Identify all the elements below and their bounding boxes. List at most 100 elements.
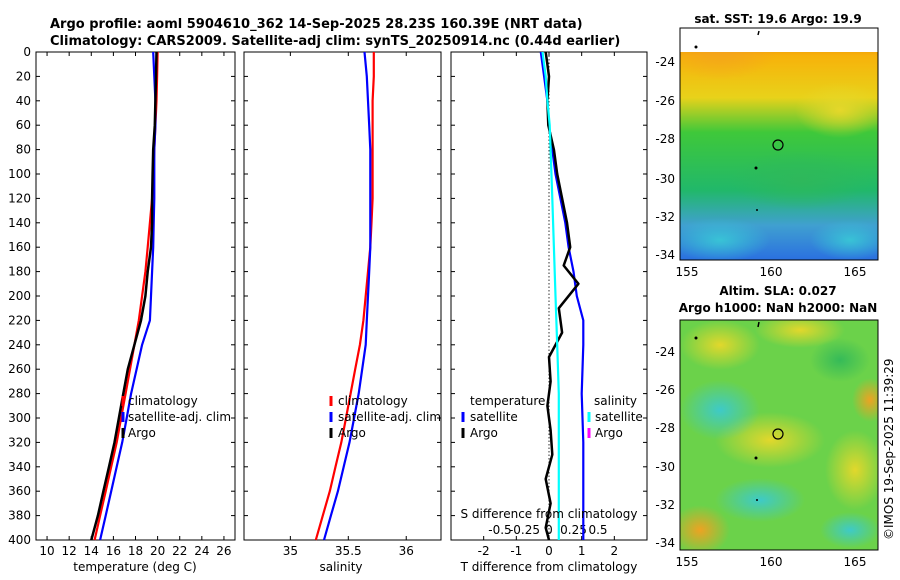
sla-low-patch xyxy=(820,512,878,548)
depth-tick-label: 200 xyxy=(8,289,31,303)
legend-label-s-satellite: satellite xyxy=(595,410,643,424)
difference-axis-label: T difference from climatology xyxy=(460,560,638,574)
series-line-s-satellite xyxy=(541,51,560,540)
x-tick-label: 36 xyxy=(399,544,414,558)
island-dot xyxy=(754,456,758,460)
sla-xtick: 155 xyxy=(676,555,699,569)
difference-plot: -2 -1 0 1 2 -0.5-0.25 0 0.25 0.5 xyxy=(478,51,619,558)
island-dot xyxy=(694,45,698,49)
sst-ytick: -34 xyxy=(655,248,675,262)
x-tick-label: 24 xyxy=(194,544,209,558)
sla-map-axes: -24 -26 -28 -30 -32 -34 155 160 165 xyxy=(655,345,866,569)
sst-ytick: -32 xyxy=(655,210,675,224)
salinity-plot-frame xyxy=(243,51,442,541)
legend-label-satellite: satellite-adj. clim xyxy=(338,410,441,424)
title-line-1: Argo profile: aoml 5904610_362 14-Sep-20… xyxy=(50,17,583,32)
sst-ytick: -28 xyxy=(655,132,675,146)
depth-tick-label: 40 xyxy=(16,94,31,108)
sst-xtick: 155 xyxy=(676,265,699,279)
legend-label-t-satellite: satellite xyxy=(470,410,518,424)
depth-tick-label: 400 xyxy=(8,533,31,547)
depth-tick-label: 120 xyxy=(8,191,31,205)
sla-map-frame xyxy=(679,319,879,551)
x-tick-label: 1 xyxy=(578,544,586,558)
sla-map xyxy=(680,320,878,550)
sst-map xyxy=(680,52,878,260)
legend-label-t-argo: Argo xyxy=(470,426,498,440)
depth-tick-label: 140 xyxy=(8,216,31,230)
sst-warm-patch xyxy=(680,52,779,80)
x-tick-label: 18 xyxy=(128,544,143,558)
island-dot xyxy=(756,209,758,211)
sst-map-title: sat. SST: 19.6 Argo: 19.9 xyxy=(694,12,861,26)
sla-ytick: -26 xyxy=(655,383,675,397)
depth-tick-label: 260 xyxy=(8,362,31,376)
sst-ytick: -24 xyxy=(655,55,675,69)
sla-high-patch xyxy=(755,320,845,348)
depth-tick-label: 320 xyxy=(8,435,31,449)
temperature-axis-label: temperature (deg C) xyxy=(73,560,196,574)
sla-peak-patch xyxy=(852,378,878,422)
island-line xyxy=(757,30,760,36)
series-line-argo xyxy=(90,51,158,541)
x-tick-label: 26 xyxy=(216,544,231,558)
sla-ytick: -32 xyxy=(655,498,675,512)
top-x-tick-label: 0 xyxy=(545,523,553,537)
argo-float-marker xyxy=(772,428,784,440)
island-dot xyxy=(754,166,758,170)
sla-high-patch xyxy=(680,320,760,370)
salinity-plot: 35 35.5 36 xyxy=(283,51,414,558)
legend-label-climatology: climatology xyxy=(128,394,198,408)
series-line-satellite-adj-clim xyxy=(322,51,372,541)
legend-title-salinity: salinity xyxy=(594,394,637,408)
sla-low-patch xyxy=(810,338,870,382)
top-x-tick-label: 0.5 xyxy=(588,523,607,537)
island-line xyxy=(757,321,760,328)
depth-tick-label: 20 xyxy=(16,69,31,83)
x-tick-label: 22 xyxy=(172,544,187,558)
series-line-climatology xyxy=(93,51,159,541)
x-tick-label: 20 xyxy=(150,544,165,558)
sla-xtick: 160 xyxy=(760,555,783,569)
depth-tick-label: 80 xyxy=(16,143,31,157)
depth-tick-label: 280 xyxy=(8,387,31,401)
legend-label-climatology: climatology xyxy=(338,394,408,408)
depth-tick-label: 300 xyxy=(8,411,31,425)
x-tick-label: 16 xyxy=(106,544,121,558)
sst-map-frame xyxy=(679,27,879,261)
x-tick-label: 14 xyxy=(84,544,99,558)
temperature-plot: 10 12 14 16 18 20 22 24 26 xyxy=(39,51,232,558)
x-tick-label: 12 xyxy=(62,544,77,558)
sst-cold-patch xyxy=(680,218,770,260)
depth-axis: 0 20 40 60 80 100 120 140 160 180 200 220 240 260 280 3… xyxy=(8,45,647,547)
difference-legend: temperature satellite Argo salinity sate… xyxy=(461,394,643,440)
sla-peak-patch xyxy=(680,505,730,550)
sst-warm-patch xyxy=(795,82,878,138)
depth-tick-label: 0 xyxy=(23,45,31,59)
depth-tick-label: 180 xyxy=(8,265,31,279)
x-tick-label: -2 xyxy=(478,544,490,558)
salinity-axis-label: salinity xyxy=(319,560,362,574)
sst-ytick: -30 xyxy=(655,172,675,186)
sla-ytick: -28 xyxy=(655,421,675,435)
sst-ytick: -26 xyxy=(655,94,675,108)
sla-map-title-line-1: Altim. SLA: 0.027 xyxy=(719,284,836,298)
argo-float-marker xyxy=(772,139,784,151)
legend-title-temperature: temperature xyxy=(470,394,545,408)
salinity-legend: climatology satellite-adj. clim Argo xyxy=(329,394,441,440)
x-tick-label: 2 xyxy=(611,544,619,558)
x-tick-label: 0 xyxy=(545,544,553,558)
sla-low-patch xyxy=(715,478,805,522)
title-line-2: Climatology: CARS2009. Satellite-adj cli… xyxy=(50,34,620,49)
depth-tick-label: 340 xyxy=(8,460,31,474)
top-x-tick-label: -0.25 xyxy=(509,523,540,537)
depth-tick-label: 360 xyxy=(8,484,31,498)
legend-label-s-argo: Argo xyxy=(595,426,623,440)
depth-tick-label: 380 xyxy=(8,509,31,523)
depth-tick-label: 160 xyxy=(8,240,31,254)
depth-tick-label: 60 xyxy=(16,118,31,132)
temperature-legend: climatology satellite-adj. clim Argo xyxy=(121,394,231,440)
top-x-tick-label: -0.5 xyxy=(488,523,511,537)
x-tick-label: 10 xyxy=(39,544,54,558)
